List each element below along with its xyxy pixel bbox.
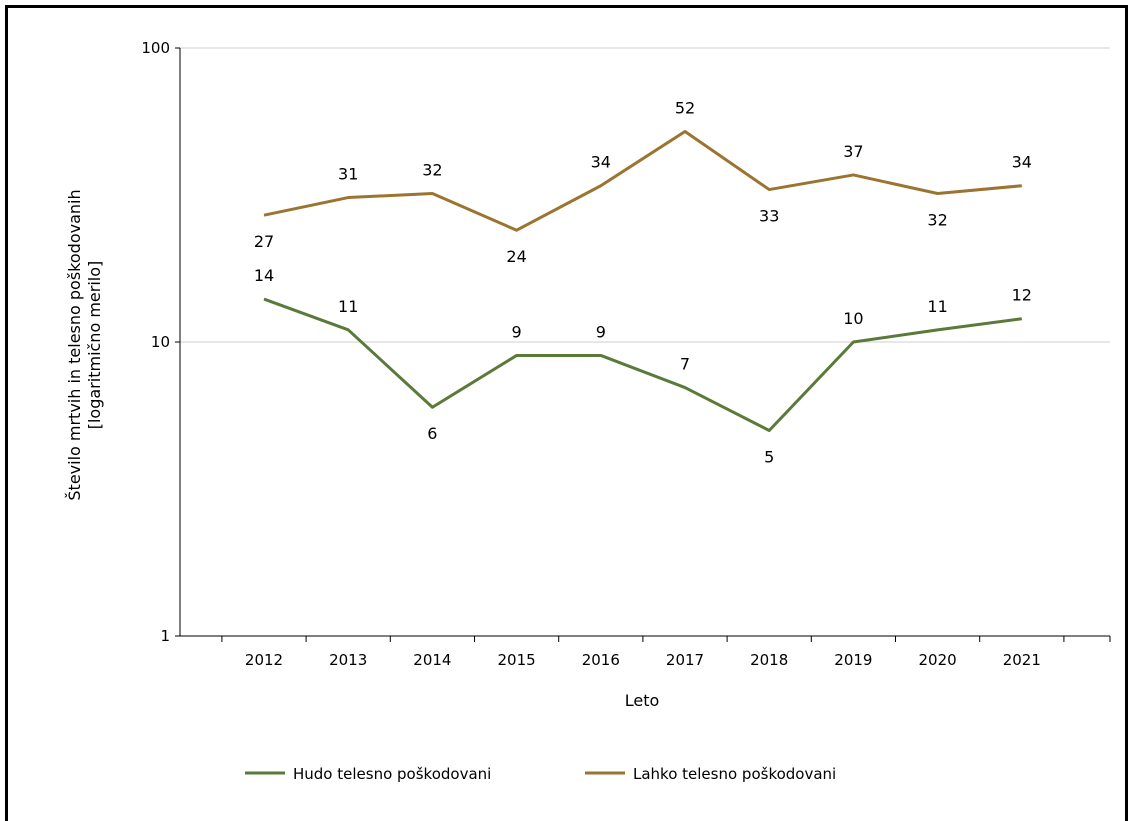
data-label: 34 <box>1012 153 1032 172</box>
y-tick-label-100: 100 <box>141 39 170 57</box>
x-tick-label-2012: 2012 <box>245 651 283 669</box>
data-label: 9 <box>596 322 606 341</box>
x-tick-label-2021: 2021 <box>1003 651 1041 669</box>
data-label: 11 <box>927 297 947 316</box>
data-label: 27 <box>254 232 274 251</box>
x-tick-label-2016: 2016 <box>582 651 620 669</box>
legend-label-1: Lahko telesno poškodovani <box>633 765 836 783</box>
x-tick-label-2020: 2020 <box>919 651 957 669</box>
data-label: 24 <box>506 247 526 266</box>
data-label: 9 <box>512 322 522 341</box>
legend: Hudo telesno poškodovani Lahko telesno po… <box>245 765 836 783</box>
data-label: 32 <box>927 210 947 229</box>
chart-frame <box>5 5 1128 821</box>
x-tick-label-2019: 2019 <box>834 651 872 669</box>
data-label: 11 <box>338 297 358 316</box>
y-axis-title-line1: Število mrtvih in telesno poškodovanih <box>65 189 84 500</box>
data-label: 10 <box>843 309 863 328</box>
data-label: 5 <box>764 448 774 467</box>
series-lines <box>263 129 1022 433</box>
data-label: 31 <box>338 165 358 184</box>
x-tick-label-2015: 2015 <box>498 651 536 669</box>
y-axis-title-line2: [logaritmično merilo] <box>85 261 104 430</box>
series-line-1 <box>263 129 1022 232</box>
series-line-0 <box>263 297 1022 433</box>
axes: 1 10 100 2012 2013 2014 2015 2016 2017 2018 2019 20… <box>141 39 1111 669</box>
data-label: 6 <box>427 424 437 443</box>
data-label: 52 <box>675 98 695 117</box>
data-label: 32 <box>422 160 442 179</box>
x-tick-label-2014: 2014 <box>413 651 451 669</box>
x-tick-label-2017: 2017 <box>666 651 704 669</box>
data-label: 14 <box>254 266 274 285</box>
y-tick-label-10: 10 <box>151 333 170 351</box>
data-label: 37 <box>843 142 863 161</box>
x-tick-label-2013: 2013 <box>329 651 367 669</box>
data-label: 12 <box>1012 286 1032 305</box>
gridlines <box>180 47 1110 343</box>
x-axis-title: Leto <box>625 691 660 710</box>
data-label: 7 <box>680 355 690 374</box>
data-label: 33 <box>759 207 779 226</box>
data-label: 34 <box>591 153 611 172</box>
y-tick-label-1: 1 <box>160 627 170 645</box>
data-labels: 14 11 6 9 9 7 5 10 11 12 27 31 32 24 34 52 33 37 32 34 <box>254 98 1032 466</box>
legend-label-0: Hudo telesno poškodovani <box>293 765 491 783</box>
x-tick-label-2018: 2018 <box>750 651 788 669</box>
